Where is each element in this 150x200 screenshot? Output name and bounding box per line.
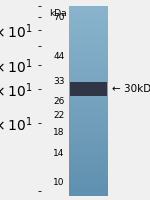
Bar [69, 76, 108, 79]
Text: 44: 44 [53, 52, 64, 61]
Bar [69, 145, 108, 148]
Text: 18: 18 [53, 128, 64, 137]
Bar [69, 148, 108, 152]
Bar [69, 85, 108, 88]
Bar [69, 133, 108, 136]
Bar [69, 34, 108, 38]
Bar [69, 183, 108, 186]
Bar [69, 158, 108, 161]
Bar [69, 28, 108, 31]
Bar [69, 44, 108, 47]
Bar [69, 9, 108, 12]
Bar [69, 152, 108, 155]
Bar [69, 129, 108, 133]
Bar [69, 139, 108, 142]
Bar [69, 25, 108, 28]
Bar [69, 177, 108, 180]
Bar [69, 107, 108, 110]
Text: 14: 14 [53, 149, 64, 158]
Bar [69, 174, 108, 177]
Bar [69, 63, 108, 66]
Text: 70: 70 [53, 13, 64, 22]
Bar [69, 41, 108, 44]
Text: kDa: kDa [50, 9, 67, 18]
Bar [69, 54, 108, 57]
Bar [69, 120, 108, 123]
Bar [69, 168, 108, 171]
Bar [69, 82, 108, 85]
Text: 33: 33 [53, 77, 64, 86]
Bar [69, 186, 108, 190]
Text: 26: 26 [53, 97, 64, 106]
Bar [69, 171, 108, 174]
Bar [69, 190, 108, 193]
Bar [69, 6, 108, 9]
Bar [69, 117, 108, 120]
Bar [69, 114, 108, 117]
Bar [69, 161, 108, 164]
Bar [69, 79, 108, 82]
Bar [69, 193, 108, 196]
Bar [69, 155, 108, 158]
Bar [69, 110, 108, 114]
Bar [69, 38, 108, 41]
Bar [69, 66, 108, 69]
Bar [69, 142, 108, 145]
Bar [69, 47, 108, 50]
Bar [69, 98, 108, 101]
Bar [69, 123, 108, 126]
Bar [69, 95, 108, 98]
Bar [69, 126, 108, 129]
Bar [69, 22, 108, 25]
Text: 22: 22 [53, 111, 64, 120]
Bar [69, 136, 108, 139]
Bar [69, 101, 108, 104]
Bar [69, 69, 108, 73]
Bar [69, 15, 108, 19]
Bar [69, 31, 108, 34]
Text: ← 30kDa: ← 30kDa [112, 84, 150, 94]
Bar [69, 73, 108, 76]
Bar [69, 92, 108, 95]
Text: 10: 10 [53, 178, 64, 187]
Bar [69, 12, 108, 15]
Bar [69, 50, 108, 54]
Bar [69, 164, 108, 168]
Bar [69, 6, 108, 196]
Bar [69, 19, 108, 22]
Bar [69, 104, 108, 107]
Bar [69, 88, 108, 92]
Bar [69, 60, 108, 63]
Bar [69, 180, 108, 183]
Bar [70, 82, 107, 96]
Bar [69, 57, 108, 60]
